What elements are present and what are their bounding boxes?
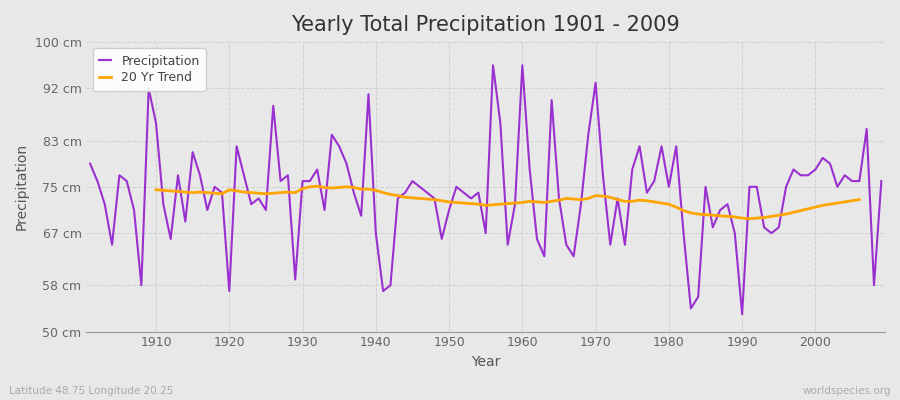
20 Yr Trend xyxy=(202,190,212,195)
Line: Precipitation: Precipitation xyxy=(90,65,881,314)
20 Yr Trend xyxy=(341,184,352,189)
20 Yr Trend xyxy=(854,197,865,202)
Line: 20 Yr Trend: 20 Yr Trend xyxy=(156,186,860,219)
Legend: Precipitation, 20 Yr Trend: Precipitation, 20 Yr Trend xyxy=(93,48,206,91)
Precipitation xyxy=(612,196,623,201)
20 Yr Trend xyxy=(173,189,184,194)
Precipitation xyxy=(143,86,154,91)
Precipitation xyxy=(488,63,499,68)
Precipitation xyxy=(737,312,748,317)
Precipitation xyxy=(525,167,535,172)
Precipitation xyxy=(85,161,95,166)
Text: Latitude 48.75 Longitude 20.25: Latitude 48.75 Longitude 20.25 xyxy=(9,386,174,396)
Precipitation xyxy=(304,179,315,184)
X-axis label: Year: Year xyxy=(471,355,500,369)
20 Yr Trend xyxy=(700,212,711,217)
20 Yr Trend xyxy=(150,187,161,192)
Precipitation xyxy=(876,179,886,184)
20 Yr Trend xyxy=(509,201,520,206)
20 Yr Trend xyxy=(311,184,322,189)
Y-axis label: Precipitation: Precipitation xyxy=(15,143,29,230)
Precipitation xyxy=(348,190,359,195)
20 Yr Trend xyxy=(561,196,572,201)
Text: worldspecies.org: worldspecies.org xyxy=(803,386,891,396)
Title: Yearly Total Precipitation 1901 - 2009: Yearly Total Precipitation 1901 - 2009 xyxy=(292,15,680,35)
20 Yr Trend xyxy=(744,216,755,221)
Precipitation xyxy=(517,63,527,68)
